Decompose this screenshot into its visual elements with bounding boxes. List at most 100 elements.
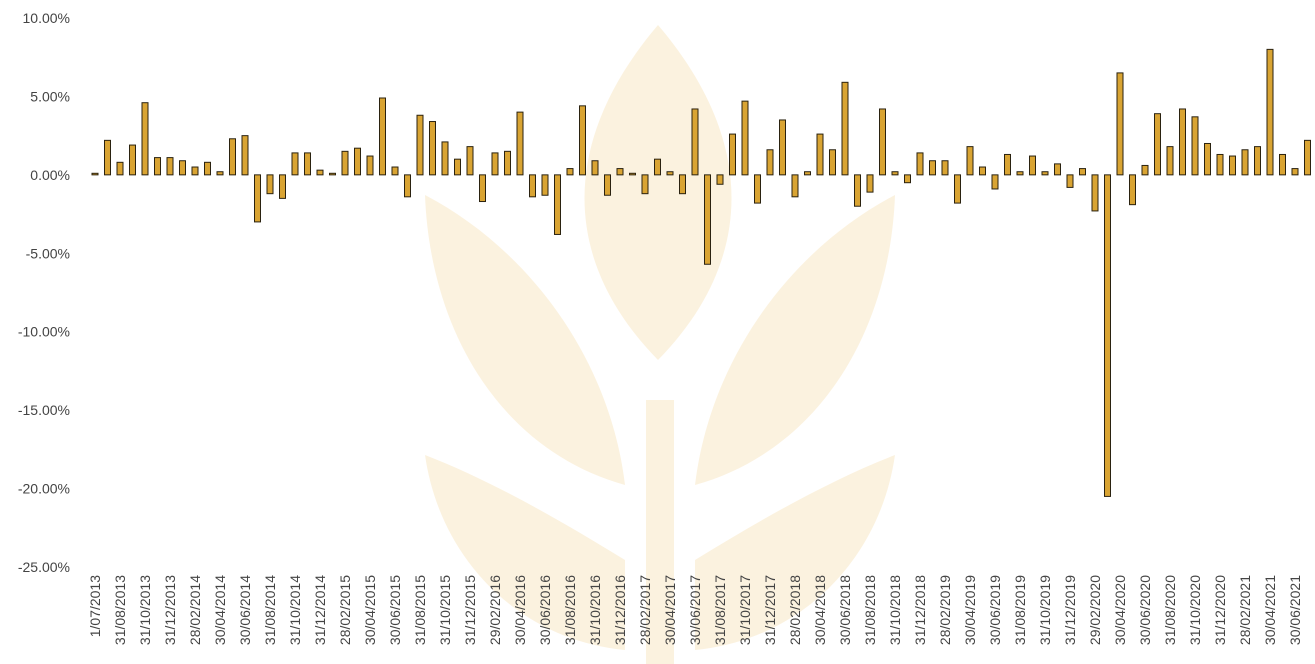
x-tick-label: 31/10/2017 [737,575,753,645]
bar [380,98,386,175]
x-tick-label: 30/06/2021 [1287,575,1303,645]
y-tick-label: 0.00% [30,167,70,183]
bar [567,169,573,175]
bar [1242,150,1248,175]
x-tick-label: 31/12/2019 [1062,575,1078,645]
x-tick-label: 28/02/2018 [787,575,803,645]
x-tick-label: 31/08/2019 [1012,575,1028,645]
bar [780,120,786,175]
x-tick-label: 31/12/2015 [462,575,478,645]
bar [417,115,423,175]
x-tick-label: 30/04/2020 [1112,575,1128,645]
bar [267,175,273,194]
x-tick-label: 31/10/2015 [437,575,453,645]
bar [667,172,673,175]
bar [367,156,373,175]
bar [942,161,948,175]
x-tick-label: 31/10/2016 [587,575,603,645]
bar [1205,143,1211,174]
bar [892,172,898,175]
bar [1005,154,1011,174]
x-tick-label: 31/12/2016 [612,575,628,645]
bar [355,148,361,175]
y-tick-label: -10.00% [18,324,70,340]
bar [742,101,748,175]
x-tick-label: 1/07/2013 [87,575,103,637]
bar [755,175,761,203]
bar [905,175,911,183]
bar [342,151,348,175]
x-tick-label: 30/06/2020 [1137,575,1153,645]
x-tick-label: 28/02/2017 [637,575,653,645]
bar [505,151,511,175]
bar [1117,73,1123,175]
x-tick-label: 30/06/2017 [687,575,703,645]
bar [930,161,936,175]
bar [1217,154,1223,174]
x-tick-label: 28/02/2014 [187,575,203,645]
bar [392,167,398,175]
bar [1080,169,1086,175]
bar [180,161,186,175]
bar [1230,156,1236,175]
y-tick-label: 10.00% [23,10,70,26]
x-tick-label: 31/12/2014 [312,575,328,645]
x-tick-label: 31/12/2017 [762,575,778,645]
bar [117,162,123,175]
x-tick-label: 31/10/2020 [1187,575,1203,645]
bar [792,175,798,197]
bar [167,158,173,175]
x-tick-label: 29/02/2020 [1087,575,1103,645]
x-tick-label: 30/04/2021 [1262,575,1278,645]
x-tick-label: 30/04/2019 [962,575,978,645]
bar [1130,175,1136,205]
x-tick-label: 31/12/2020 [1212,575,1228,645]
x-tick-label: 31/08/2020 [1162,575,1178,645]
x-tick-label: 31/10/2014 [287,575,303,645]
x-tick-label: 31/12/2013 [162,575,178,645]
bar [617,169,623,175]
x-tick-label: 30/04/2017 [662,575,678,645]
bar [1192,117,1198,175]
bar [105,140,111,175]
bar [717,175,723,184]
x-tick-label: 30/06/2015 [387,575,403,645]
bar [292,153,298,175]
x-tick-label: 28/02/2021 [1237,575,1253,645]
bar [542,175,548,195]
bar [1155,114,1161,175]
bar [855,175,861,206]
bar [1042,172,1048,175]
bar [730,134,736,175]
x-tick-label: 31/10/2019 [1037,575,1053,645]
x-tick-label: 30/06/2016 [537,575,553,645]
bar [880,109,886,175]
bar [655,159,661,175]
bar [1017,172,1023,175]
bar [555,175,561,235]
bar [130,145,136,175]
bar [467,147,473,175]
bar [817,134,823,175]
bar [305,153,311,175]
bar [442,142,448,175]
y-tick-label: -20.00% [18,481,70,497]
y-tick-label: -25.00% [18,559,70,575]
x-tick-label: 31/08/2015 [412,575,428,645]
bar [980,167,986,175]
x-tick-label: 28/02/2019 [937,575,953,645]
bar [805,172,811,175]
x-tick-label: 31/12/2018 [912,575,928,645]
bar [1280,154,1286,174]
bar [1180,109,1186,175]
chart: 10.00%5.00%0.00%-5.00%-10.00%-15.00%-20.… [0,0,1315,664]
bar [767,150,773,175]
x-tick-label: 28/02/2015 [337,575,353,645]
bar [217,172,223,175]
x-tick-label: 31/08/2018 [862,575,878,645]
x-tick-label: 31/10/2018 [887,575,903,645]
x-tick-label: 31/08/2016 [562,575,578,645]
bar [1142,165,1148,174]
bar [592,161,598,175]
bar [917,153,923,175]
